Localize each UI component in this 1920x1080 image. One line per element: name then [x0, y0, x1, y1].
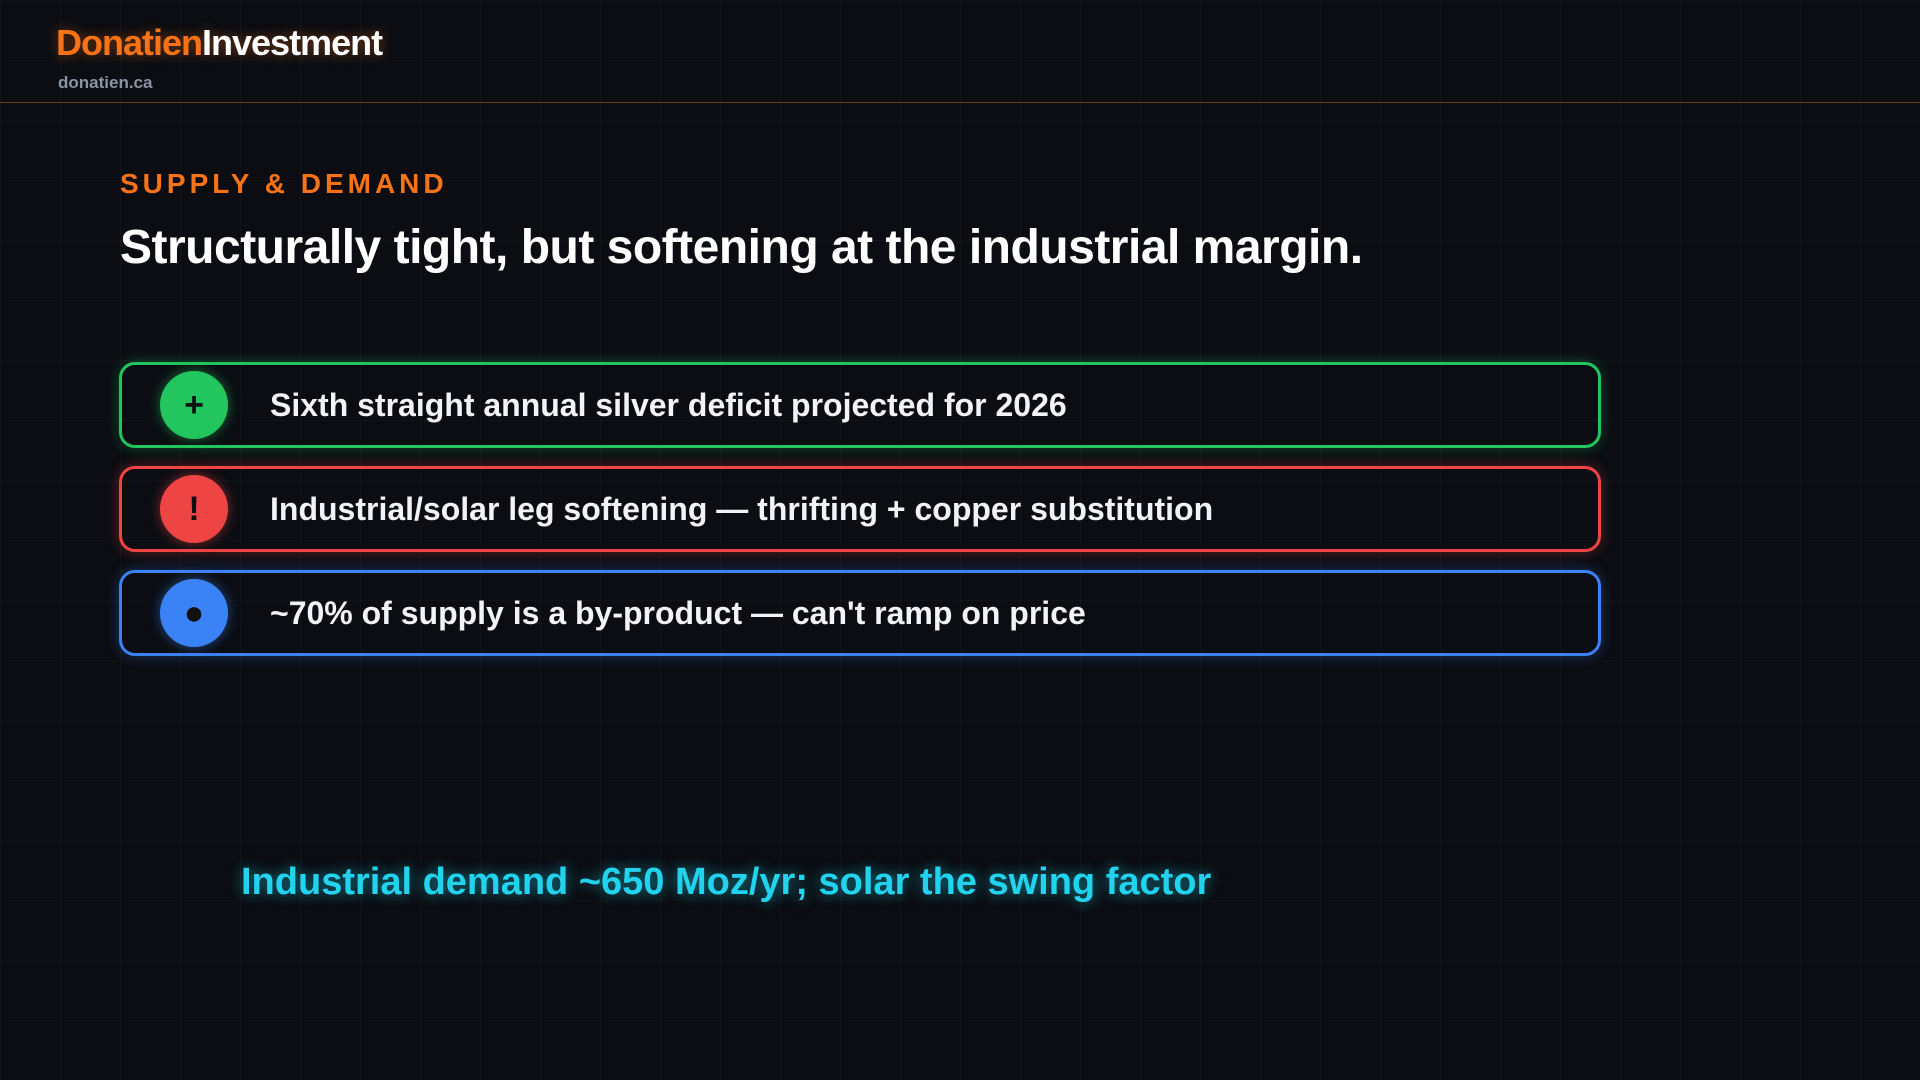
header-rule [0, 102, 1920, 103]
callout: Industrial demand ~650 Moz/yr; solar the… [241, 861, 1212, 903]
item-text: Industrial/solar leg softening — thrifti… [270, 491, 1214, 527]
item-icon: ● [160, 579, 228, 647]
brand-second: Investment [202, 22, 383, 63]
item-card: + Sixth straight annual silver deficit pr… [119, 362, 1601, 448]
item-card: ● ~70% of supply is a by-product — can't … [119, 570, 1601, 656]
site-url: donatien.ca [58, 73, 153, 92]
item-card: ! Industrial/solar leg softening — thrift… [119, 466, 1601, 552]
brand-first: Donatien [56, 22, 203, 63]
slide-title: Structurally tight, but softening at the… [120, 221, 1363, 274]
item-icon: ! [160, 475, 228, 543]
item-icon: + [160, 371, 228, 439]
item-text: Sixth straight annual silver deficit pro… [270, 387, 1067, 423]
item-text: ~70% of supply is a by-product — can't r… [270, 595, 1086, 631]
eyebrow: SUPPLY & DEMAND [120, 168, 448, 199]
brand: DonatienInvestment [56, 22, 383, 64]
